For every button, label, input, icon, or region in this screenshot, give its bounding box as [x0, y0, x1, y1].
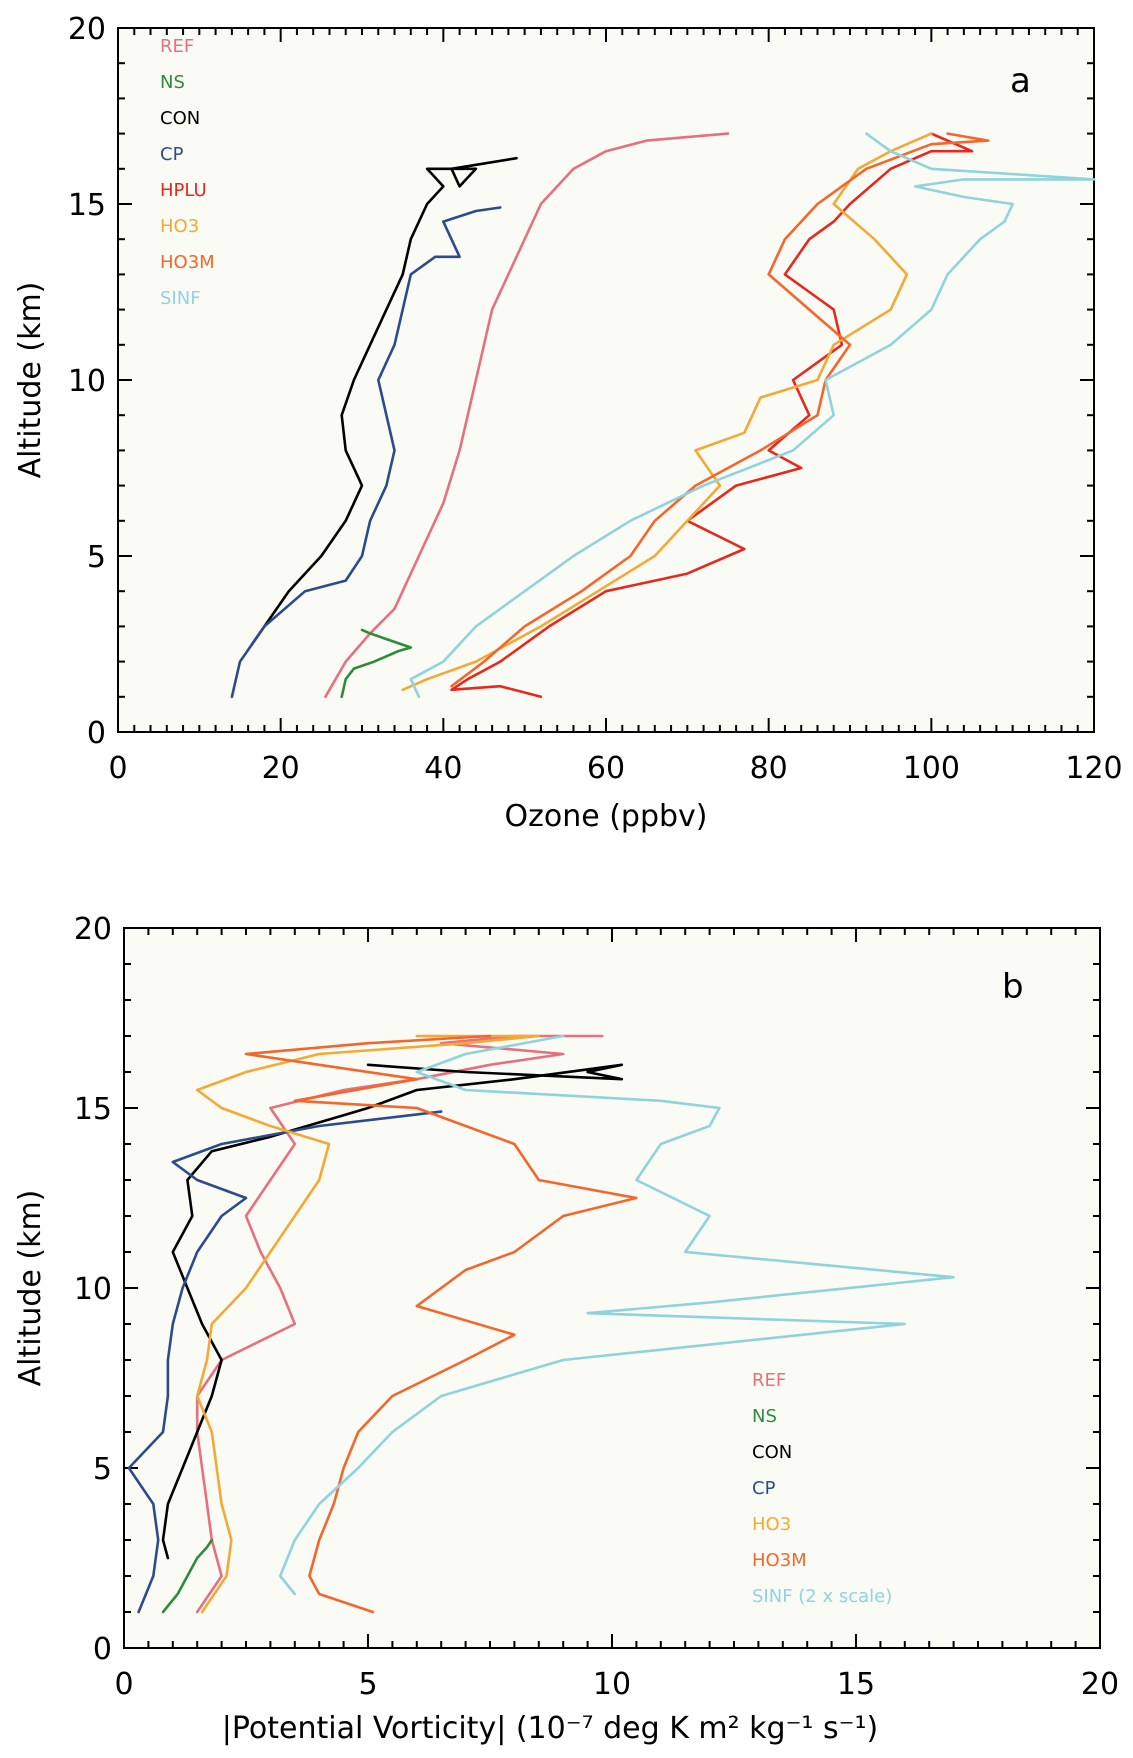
panel-a-x-axis-title: Ozone (ppbv) — [504, 799, 707, 834]
series-line-ho3 — [401, 132, 933, 692]
legend-entry-ho3m: HO3M — [160, 252, 215, 273]
panel-a-ticks — [117, 27, 1095, 733]
x-tick-label: 100 — [903, 751, 960, 786]
y-tick-label: 10 — [74, 1272, 112, 1307]
panel-a-y-axis-title: Altitude (km) — [13, 282, 48, 479]
legend-entry-ho3: HO3 — [752, 1514, 791, 1535]
panel-b-y-axis-title: Altitude (km) — [13, 1190, 48, 1387]
panel-a-legend: REF NS CON CP HPLU HO3 HO3M SINF — [160, 36, 215, 309]
x-tick-label: 5 — [358, 1667, 377, 1702]
panel-b: 0 5 10 15 20 0 5 10 15 20 |Potential Vorticity| (… — [13, 912, 1119, 1746]
legend-entry-sinf: SINF — [160, 288, 201, 309]
panel-a-letter: a — [1010, 61, 1031, 101]
series-line-cp — [127, 1110, 443, 1614]
y-tick-label: 5 — [93, 1452, 112, 1487]
panel-a: 0 20 40 60 80 100 120 0 5 10 15 20 Ozone (ppbv) Alt… — [13, 12, 1123, 834]
series-line-sinf — [278, 1034, 955, 1596]
panel-b-tick-labels: 0 5 10 15 20 0 5 10 15 20 — [74, 912, 1119, 1702]
series-line-con — [250, 156, 518, 646]
series-line-ref — [195, 1034, 604, 1614]
y-tick-label: 0 — [93, 1632, 112, 1667]
legend-entry-ns: NS — [752, 1406, 777, 1427]
legend-entry-cp: CP — [752, 1478, 776, 1499]
legend-entry-ho3: HO3 — [160, 216, 199, 237]
series-line-ns — [161, 1538, 214, 1614]
legend-entry-ref: REF — [752, 1370, 786, 1391]
legend-entry-ns: NS — [160, 72, 185, 93]
x-tick-label: 0 — [108, 751, 127, 786]
y-tick-label: 15 — [74, 1092, 112, 1127]
y-tick-label: 20 — [68, 12, 106, 47]
x-tick-label: 20 — [262, 751, 300, 786]
series-line-ho3m — [244, 1034, 638, 1614]
y-tick-label: 15 — [68, 188, 106, 223]
legend-entry-ref: REF — [160, 36, 194, 57]
panel-b-letter: b — [1002, 967, 1024, 1007]
x-tick-label: 80 — [750, 751, 788, 786]
series-line-sinf — [409, 132, 1096, 699]
series-line-con — [161, 1063, 624, 1560]
panel-b-plot-area — [123, 927, 1101, 1649]
y-tick-label: 10 — [68, 364, 106, 399]
panel-b-legend: REF NS CON CP HO3 HO3M SINF (2 x scale) — [752, 1370, 892, 1607]
panel-a-series — [230, 132, 1096, 699]
legend-entry-con: CON — [752, 1442, 792, 1463]
panel-b-ticks — [123, 927, 1101, 1649]
x-tick-label: 60 — [587, 751, 625, 786]
panel-b-series — [127, 1034, 955, 1614]
x-tick-label: 15 — [837, 1667, 875, 1702]
panel-b-x-axis-title: |Potential Vorticity| (10⁻⁷ deg K m² kg⁻… — [222, 1711, 878, 1746]
series-line-cp — [230, 206, 502, 699]
legend-entry-cp: CP — [160, 144, 184, 165]
y-tick-label: 0 — [87, 716, 106, 751]
x-tick-label: 10 — [593, 1667, 631, 1702]
x-tick-label: 40 — [424, 751, 462, 786]
legend-entry-ho3m: HO3M — [752, 1550, 807, 1571]
legend-entry-hplu: HPLU — [160, 180, 207, 201]
y-tick-label: 20 — [74, 912, 112, 947]
series-line-ns — [340, 628, 413, 699]
series-line-ho3 — [195, 1034, 541, 1614]
x-tick-label: 120 — [1065, 751, 1122, 786]
x-tick-label: 20 — [1081, 1667, 1119, 1702]
legend-entry-sinf: SINF (2 x scale) — [752, 1586, 892, 1607]
series-line-ref — [324, 132, 730, 699]
legend-entry-con: CON — [160, 108, 200, 129]
panel-a-tick-labels: 0 20 40 60 80 100 120 0 5 10 15 20 — [68, 12, 1123, 786]
y-tick-label: 5 — [87, 540, 106, 575]
x-tick-label: 0 — [114, 1667, 133, 1702]
